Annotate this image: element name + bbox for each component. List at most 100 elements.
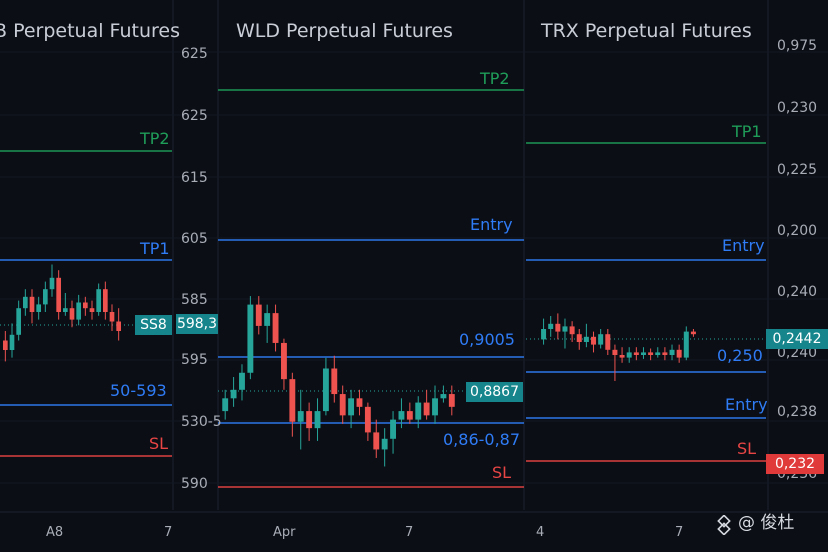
candlesticks [3,264,696,467]
candle-body [683,331,689,358]
price-tick: 595 [181,352,208,368]
candle-body [281,342,287,380]
price-tick: 615 [181,170,208,186]
candle-body [576,334,582,342]
candle-body [76,302,81,320]
candle-body [96,289,101,312]
level-label-sl: SL [149,434,169,453]
price-tick: 0,225 [777,162,818,178]
candle-body [3,340,8,350]
candle-body [49,277,55,290]
candle-body [415,402,422,420]
candle-body [89,308,95,312]
candle-body [356,398,363,407]
current-price-tag: SS8 [135,315,172,335]
candle-body [230,389,237,399]
candle-body [83,302,88,309]
candle-body [255,304,262,326]
candle-body [598,334,604,345]
candle-body [116,321,121,331]
price-tick: 0,200 [777,223,818,239]
candle-body [306,411,313,429]
price-tick: 0,975 [777,38,818,54]
candle-body [103,289,108,312]
candle-body [612,349,618,355]
candle-body [109,312,115,322]
level-label-tp1: TP1 [732,122,762,141]
level-label-entry-2: Entry [725,395,768,414]
price-tick: 0,240 [777,345,818,361]
candle-body [669,349,675,355]
candle-body [322,368,329,412]
candle-body [314,411,321,429]
price-tick: 605 [181,231,208,247]
candle-body [648,352,654,355]
level-label-entry: 50-593 [110,381,167,400]
candle-body [591,336,597,345]
x-tick: 7 [164,525,173,540]
price-tick: 590 [181,476,208,492]
panel-2-title: WLD Perpetual Futures [236,20,453,42]
candle-body [9,334,15,350]
candle-body [626,352,632,358]
price-tick: 625 [181,46,208,62]
candle-body [633,352,639,355]
level-label-entry: Entry [470,215,513,234]
x-tick: Apr [273,525,296,540]
candle-body [655,352,661,355]
level-lines [0,89,766,488]
level-label-tp2: TP2 [480,69,510,88]
candle-body [662,352,668,355]
candle-body [432,398,438,416]
candle-body [348,398,355,416]
candle-body [23,296,28,309]
candle-body [63,308,68,312]
candle-body [222,398,229,412]
level-label-sl: SL [737,439,757,458]
x-tick: A8 [46,525,64,540]
level-label-tp2: TP2 [140,129,170,148]
panel-1-title: B Perpetual Futures [0,20,180,42]
candle-body [676,349,682,358]
candle-body [640,352,646,355]
x-tick: 7 [405,525,414,540]
x-tick: 4 [536,525,545,540]
panel-3-title: TRX Perpetual Futures [541,20,752,42]
price-tick: 625 [181,108,208,124]
candle-body [56,277,61,312]
candle-body [562,326,568,332]
candle-body [36,304,41,312]
candle-body [29,296,35,312]
level-label-entry: Entry [722,236,765,255]
watermark-text: @ 俊杜 [738,513,795,533]
candle-body [406,411,413,420]
x-tick: 7 [675,525,684,540]
level-label-entry-price: 0,250 [717,346,763,365]
candle-body [289,379,296,422]
price-tag: 0,232 [766,454,824,474]
candle-body [390,419,396,439]
candle-body [373,432,380,450]
candle-body [331,368,338,395]
grid [0,0,828,513]
candle-body [541,329,547,340]
price-tag: 598,3 [176,314,218,334]
candle-body [381,438,388,450]
candle-body [548,323,554,329]
candle-body [264,313,271,326]
candle-body [16,308,21,335]
candle-body [69,308,75,320]
candle-body [440,394,447,399]
price-tick: 0,240 [777,284,818,300]
price-tag: 0,2442 [766,329,828,349]
candle-body [398,411,405,420]
price-tick: 585 [181,292,208,308]
level-label-tp1: TP1 [140,239,170,258]
candle-body [339,394,346,416]
candle-body [272,313,279,343]
candle-body [423,402,430,416]
candle-body [239,372,245,390]
candle-body [583,336,589,342]
